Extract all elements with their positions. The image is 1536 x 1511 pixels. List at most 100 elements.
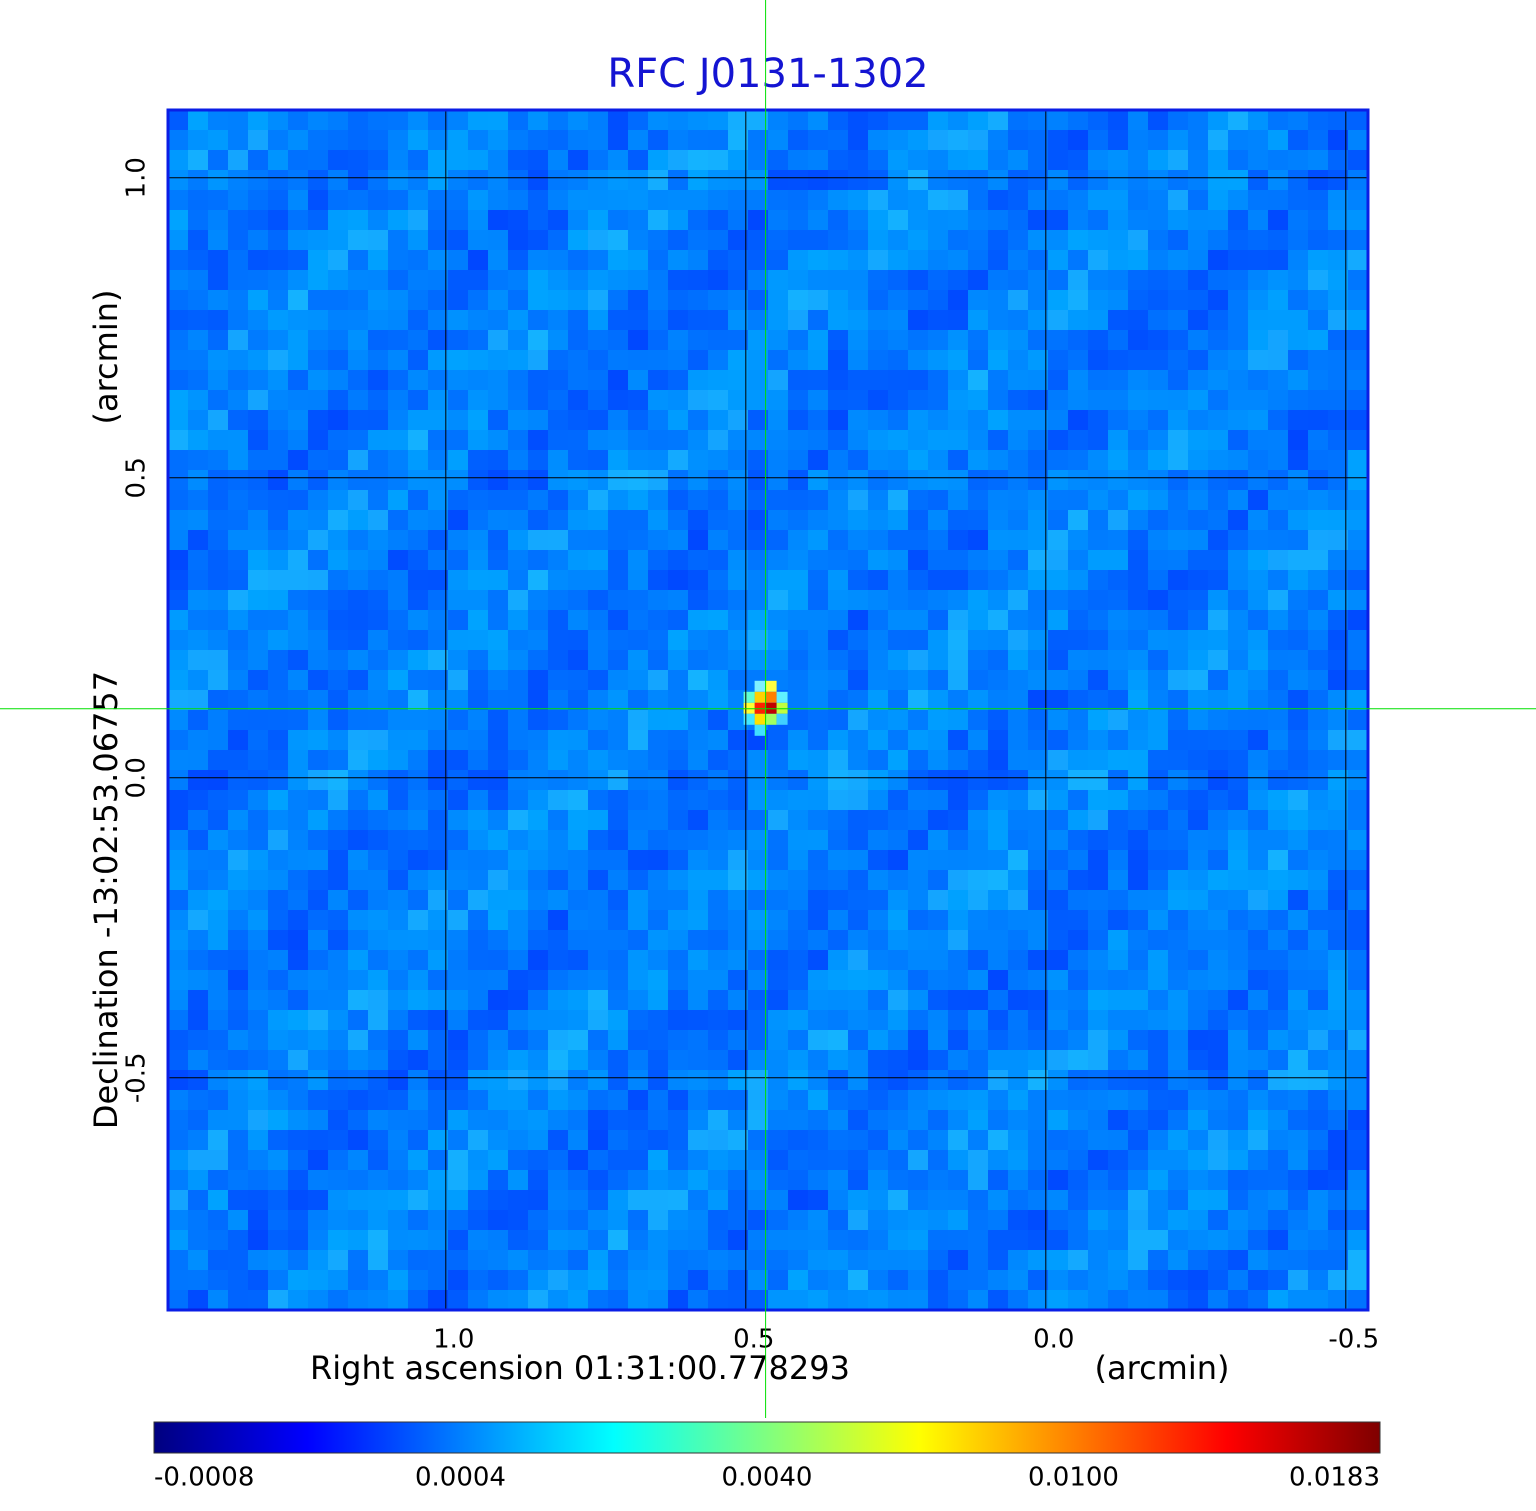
pixel (908, 1030, 928, 1050)
pixel (1348, 450, 1368, 470)
pixel (848, 210, 868, 230)
pixel (328, 1130, 348, 1150)
grid (168, 110, 1368, 1310)
pixel (1168, 1110, 1188, 1130)
pixel (1308, 690, 1328, 710)
pixel (1308, 1290, 1328, 1310)
pixel (168, 1270, 188, 1290)
pixel (448, 610, 468, 630)
pixel (708, 590, 728, 610)
pixel (948, 1270, 968, 1290)
pixel (228, 250, 248, 270)
pixel (488, 890, 508, 910)
pixel (1348, 550, 1368, 570)
pixel (568, 830, 588, 850)
pixel (1308, 630, 1328, 650)
pixel (568, 650, 588, 670)
pixel (1228, 510, 1248, 530)
pixel (1128, 1110, 1148, 1130)
pixel (968, 250, 988, 270)
pixel (1228, 570, 1248, 590)
pixel (648, 130, 668, 150)
pixel (1268, 550, 1288, 570)
pixel (1148, 790, 1168, 810)
pixel (1068, 1210, 1088, 1230)
pixel (988, 450, 1008, 470)
pixel (808, 1250, 828, 1270)
pixel (228, 750, 248, 770)
pixel (388, 410, 408, 430)
pixel (1288, 870, 1308, 890)
pixel (1208, 770, 1228, 790)
pixel (248, 1190, 268, 1210)
pixel (1248, 790, 1268, 810)
pixel (608, 990, 628, 1010)
pixel (1108, 1250, 1128, 1270)
pixel (548, 1150, 568, 1170)
pixel (1008, 1070, 1028, 1090)
pixel (1248, 890, 1268, 910)
pixel (688, 710, 708, 730)
pixel (548, 1070, 568, 1090)
pixel (228, 110, 248, 130)
pixel (1048, 1070, 1068, 1090)
pixel (1148, 230, 1168, 250)
pixel (448, 650, 468, 670)
pixel (428, 110, 448, 130)
pixel (808, 510, 828, 530)
pixel (328, 730, 348, 750)
pixel (808, 630, 828, 650)
pixel (688, 170, 708, 190)
pixel (1108, 370, 1128, 390)
pixel (668, 1230, 688, 1250)
pixel (368, 670, 388, 690)
pixel (1168, 350, 1188, 370)
pixel (828, 1150, 848, 1170)
pixel (588, 770, 608, 790)
pixel (1068, 490, 1088, 510)
pixel (1008, 1210, 1028, 1230)
pixel (1128, 250, 1148, 270)
pixel (1168, 690, 1188, 710)
pixel (1148, 750, 1168, 770)
pixel (428, 390, 448, 410)
pixel (1228, 150, 1248, 170)
pixel (608, 690, 628, 710)
pixel (808, 590, 828, 610)
pixel (508, 1170, 528, 1190)
pixel (168, 410, 188, 430)
pixel (228, 870, 248, 890)
pixel (188, 1050, 208, 1070)
pixel (448, 930, 468, 950)
pixel (1048, 790, 1068, 810)
pixel (1068, 570, 1088, 590)
pixel (228, 1150, 248, 1170)
pixel (828, 390, 848, 410)
pixel (548, 330, 568, 350)
pixel (1068, 270, 1088, 290)
pixel (1008, 1050, 1028, 1070)
pixel (868, 850, 888, 870)
pixel (668, 890, 688, 910)
pixel (168, 170, 188, 190)
pixel (248, 470, 268, 490)
pixel (1008, 590, 1028, 610)
pixel (828, 150, 848, 170)
pixel (608, 670, 628, 690)
pixel (468, 710, 488, 730)
pixel (588, 130, 608, 150)
pixel (568, 350, 588, 370)
pixel (1188, 750, 1208, 770)
pixel (228, 970, 248, 990)
pixel (1228, 970, 1248, 990)
pixel (1288, 750, 1308, 770)
pixel (508, 750, 528, 770)
pixel (1008, 490, 1028, 510)
pixel (808, 390, 828, 410)
pixel (888, 1290, 908, 1310)
pixel (588, 490, 608, 510)
pixel (368, 130, 388, 150)
pixel (408, 490, 428, 510)
pixel (188, 270, 208, 290)
pixel (1208, 250, 1228, 270)
